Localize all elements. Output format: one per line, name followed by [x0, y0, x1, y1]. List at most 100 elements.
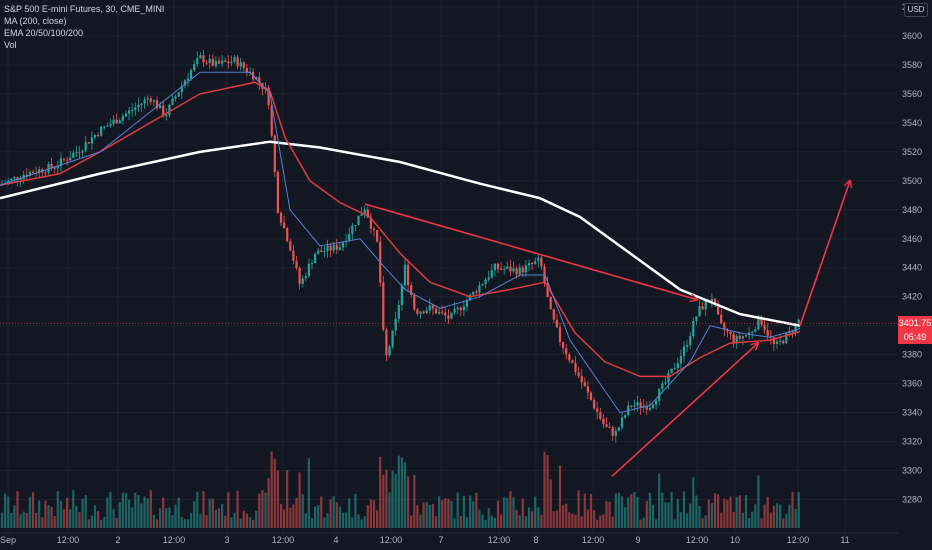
ema-blue-line [0, 71, 801, 414]
volume-bar [162, 497, 165, 528]
candle-body [624, 415, 627, 418]
volume-bar [41, 517, 44, 528]
candle-body [217, 60, 221, 64]
candle-body [326, 245, 329, 252]
volume-bar [100, 519, 103, 528]
volume-bar [682, 491, 686, 528]
volume-bar [589, 493, 593, 528]
volume-bar [81, 499, 84, 528]
x-tick-label: 12:00 [787, 535, 810, 545]
candle-body [558, 327, 562, 342]
candle-body [754, 329, 757, 332]
volume-bar [106, 497, 109, 528]
candle-body [75, 151, 78, 153]
y-tick-label: 3520 [902, 147, 922, 157]
volume-bar [531, 511, 534, 528]
candle-body [301, 278, 304, 284]
volume-bar [645, 500, 648, 528]
candle-body [376, 230, 379, 242]
volume-bar [434, 516, 438, 528]
volume-bar [472, 501, 475, 528]
volume-bar [304, 513, 307, 528]
volume-bar [500, 514, 503, 528]
candle-body [236, 57, 239, 67]
candle-body [233, 57, 236, 62]
volume-bar [307, 458, 310, 528]
volume-bar [614, 493, 617, 528]
candle-body [115, 119, 118, 124]
candle-body [258, 77, 261, 83]
volume-bar [704, 515, 707, 528]
trend-arrow-1 [364, 203, 697, 300]
price-axis[interactable]: 3280330033203340336033803400342034403460… [898, 0, 932, 550]
volume-bar [391, 470, 394, 528]
candle-body [323, 251, 326, 253]
volume-bar [180, 516, 183, 528]
time-axis[interactable]: Sep 12:00 2 12:00 3 12:00 4 12:00 7 12:00 8 12:00 9 1… [0, 532, 898, 545]
candle-body [193, 64, 196, 71]
volume-bar [648, 492, 651, 528]
candle-body [732, 333, 735, 342]
candle-body [580, 376, 583, 383]
candle-body [686, 345, 689, 347]
volume-bar [490, 515, 493, 528]
volume-bar [35, 512, 38, 528]
candle-body [726, 329, 729, 332]
candle-body [661, 383, 664, 389]
volume-bar [620, 496, 624, 528]
volume-bar [326, 513, 329, 528]
candle-body [317, 250, 320, 255]
candle-body [332, 244, 335, 251]
x-tick-label: 12:00 [582, 535, 605, 545]
candle-body [53, 167, 56, 169]
x-tick-label: 12:00 [380, 535, 403, 545]
volume-bar [555, 510, 558, 528]
volume-bar [710, 503, 713, 528]
candle-body [611, 427, 614, 436]
candle-body [106, 125, 109, 127]
candle-body [713, 298, 717, 304]
candle-body [506, 266, 509, 269]
legend-ema[interactable]: EMA 20/50/100/200 [4, 28, 84, 38]
legend-ma[interactable]: MA (200, close) [4, 16, 67, 26]
grid [0, 0, 898, 533]
candle-body [428, 305, 431, 311]
volume-bar [385, 469, 388, 528]
volume-bar [791, 492, 794, 528]
candle-body [410, 285, 413, 295]
y-tick-label: 3560 [902, 89, 922, 99]
currency-button[interactable]: USD [904, 3, 928, 17]
volume-bar [537, 507, 540, 528]
legend-symbol[interactable]: S&P 500 E-mini Futures, 30, CME_MINI [4, 4, 165, 14]
volume-bar [692, 477, 695, 528]
candle-body [459, 307, 462, 311]
candle-body [720, 314, 723, 324]
volume-bar [686, 513, 689, 528]
y-tick-label: 3600 [902, 31, 922, 41]
candle-body [472, 291, 475, 295]
candle-body [397, 305, 400, 319]
volume-bar [673, 519, 676, 528]
candle-body [155, 100, 159, 109]
candle-body [239, 62, 242, 67]
legend-vol[interactable]: Vol [4, 40, 17, 50]
candle-body [174, 96, 177, 99]
volume-bar [527, 507, 531, 528]
volume-bar [348, 498, 351, 528]
candle-body [307, 263, 310, 277]
volume-bar [283, 509, 286, 528]
volume-bar [450, 500, 453, 528]
candle-body [692, 320, 695, 336]
y-tick-label: 3280 [902, 495, 922, 505]
candle-body [791, 331, 794, 333]
candle-body [772, 337, 775, 344]
volume-bar [438, 496, 441, 528]
volume-bar [416, 505, 419, 528]
volume-bar [651, 504, 655, 528]
volume-bar [425, 501, 428, 528]
candle-body [456, 307, 459, 310]
volume-bar [230, 517, 233, 528]
candle-body [348, 233, 351, 241]
arrow-annotations[interactable] [364, 181, 850, 477]
